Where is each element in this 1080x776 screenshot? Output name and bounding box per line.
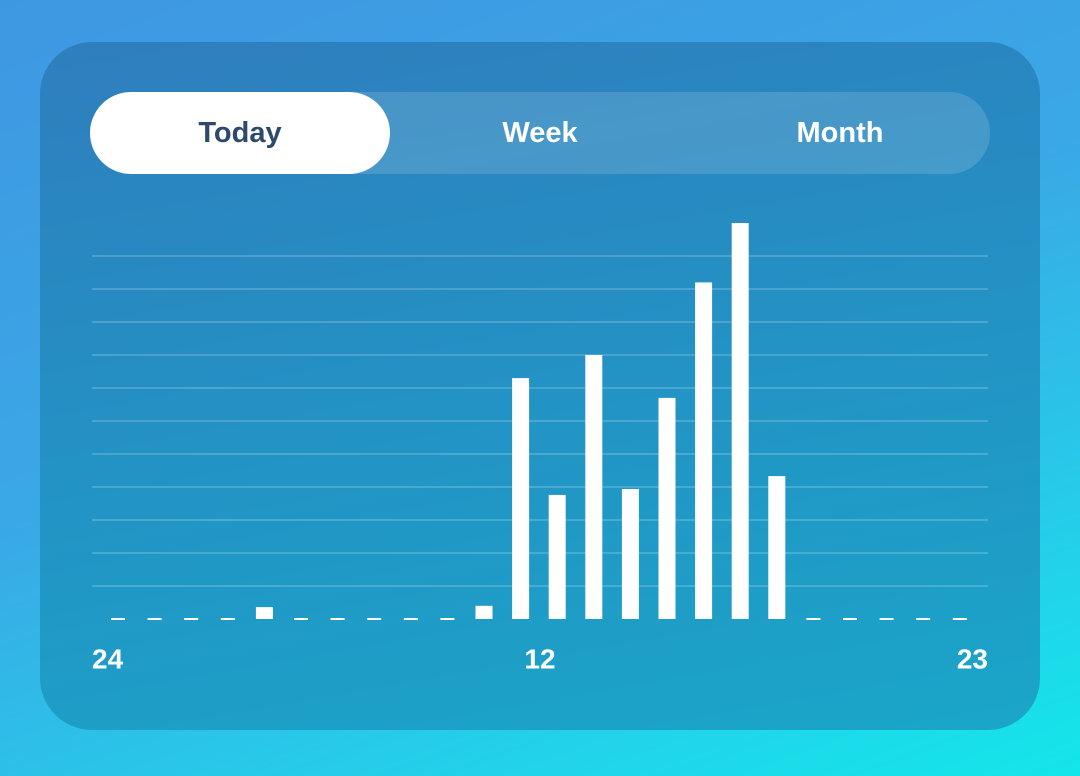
- zero-dash: [952, 618, 967, 620]
- zero-dash: [806, 618, 821, 620]
- bar: [695, 282, 713, 619]
- zero-dash: [147, 618, 162, 620]
- bar: [621, 488, 639, 619]
- zero-dash: [440, 618, 455, 620]
- zero-dash: [330, 618, 345, 620]
- zero-dash: [879, 618, 894, 620]
- zero-dash: [220, 618, 235, 620]
- zero-dash: [294, 618, 308, 620]
- x-tick-label: 24: [92, 643, 124, 674]
- zero-dash: [367, 618, 382, 620]
- zero-dash: [843, 618, 857, 620]
- tab-bar: Today Week Month: [90, 92, 990, 174]
- x-tick-label: 23: [957, 643, 988, 674]
- tab[interactable]: Week: [502, 116, 578, 149]
- bar: [475, 605, 493, 619]
- bar: [585, 355, 603, 619]
- x-tick-label: 12: [524, 643, 555, 674]
- zero-dash: [111, 618, 125, 620]
- bar: [731, 223, 749, 619]
- bar: [768, 476, 786, 619]
- bar: [255, 607, 273, 619]
- zero-dash: [916, 618, 931, 620]
- card: Today Week Month: [40, 42, 1040, 730]
- bar: [658, 397, 676, 619]
- zero-dash: [184, 618, 199, 620]
- tab[interactable]: Month: [796, 116, 884, 149]
- tab[interactable]: Today: [90, 92, 390, 174]
- bar: [512, 378, 530, 619]
- zero-dash: [403, 618, 418, 620]
- bar: [548, 494, 566, 619]
